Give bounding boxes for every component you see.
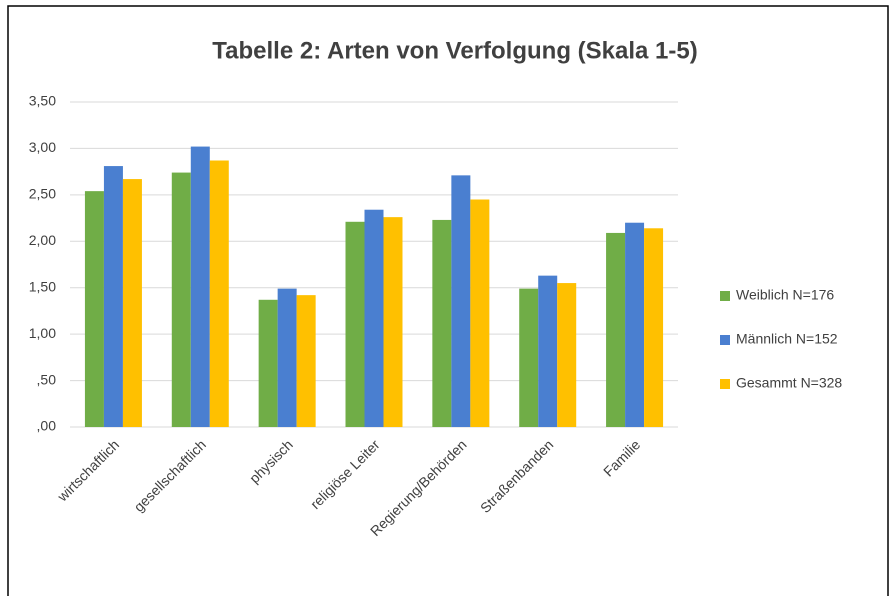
bar — [519, 288, 539, 427]
legend-swatch — [720, 335, 730, 345]
bar — [606, 232, 626, 427]
y-tick-label: 1,50 — [29, 278, 56, 294]
bar — [258, 299, 278, 427]
bar — [190, 146, 210, 428]
y-tick-label: ,50 — [37, 371, 57, 387]
bar — [345, 221, 365, 427]
y-tick-label: 2,50 — [29, 186, 56, 202]
legend-swatch — [720, 379, 730, 389]
legend-swatch — [720, 291, 730, 301]
bar — [122, 179, 142, 427]
chart-title: Tabelle 2: Arten von Verfolgung (Skala 1… — [212, 37, 697, 64]
legend-label: Männlich N=152 — [736, 331, 838, 347]
y-tick-label: 3,00 — [29, 139, 56, 155]
bar — [625, 222, 645, 427]
bar — [103, 166, 123, 428]
bar — [538, 275, 558, 427]
legend-label: Weiblich N=176 — [736, 287, 834, 303]
bar — [557, 283, 577, 427]
bar — [383, 217, 403, 427]
bar — [432, 219, 452, 427]
bar — [296, 295, 316, 427]
bar — [171, 172, 191, 427]
bar — [364, 209, 384, 427]
bar — [209, 160, 229, 427]
y-tick-label: 2,00 — [29, 232, 56, 248]
bar — [451, 175, 471, 427]
y-tick-label: 1,00 — [29, 325, 56, 341]
bar — [644, 228, 664, 427]
bar — [84, 191, 104, 427]
bar — [277, 288, 297, 427]
legend-label: Gesammt N=328 — [736, 375, 842, 391]
y-tick-label: 3,50 — [29, 93, 56, 109]
bar — [470, 199, 490, 427]
y-tick-label: ,00 — [37, 418, 57, 434]
